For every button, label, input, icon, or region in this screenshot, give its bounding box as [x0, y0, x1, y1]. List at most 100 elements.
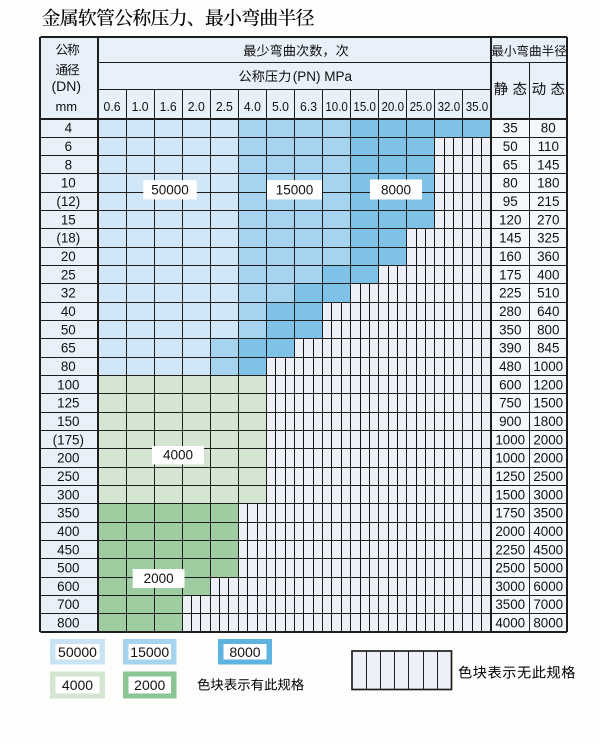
svg-text:50000: 50000: [58, 644, 97, 660]
svg-text:6: 6: [65, 139, 72, 154]
svg-text:0.6: 0.6: [104, 99, 121, 114]
svg-text:50: 50: [503, 139, 518, 154]
svg-text:80: 80: [61, 359, 76, 374]
svg-text:40: 40: [61, 304, 76, 319]
svg-text:110: 110: [538, 139, 559, 154]
svg-text:1.6: 1.6: [160, 99, 177, 114]
svg-text:(12): (12): [56, 194, 80, 209]
svg-text:35: 35: [503, 121, 518, 136]
svg-text:4.0: 4.0: [244, 99, 261, 114]
svg-text:180: 180: [537, 176, 559, 191]
svg-text:145: 145: [499, 231, 521, 246]
svg-text:8: 8: [65, 157, 72, 172]
svg-text:20.0: 20.0: [382, 99, 405, 114]
svg-text:2500: 2500: [533, 469, 563, 484]
svg-text:4000: 4000: [533, 524, 563, 539]
svg-text:300: 300: [57, 487, 79, 502]
svg-text:280: 280: [499, 304, 521, 319]
svg-text:4: 4: [65, 121, 73, 136]
svg-text:3500: 3500: [533, 506, 563, 521]
svg-text:2000: 2000: [134, 677, 165, 693]
svg-text:35.0: 35.0: [466, 99, 489, 114]
svg-text:125: 125: [57, 396, 79, 411]
svg-text:1.0: 1.0: [132, 99, 149, 114]
svg-text:845: 845: [537, 341, 559, 356]
svg-text:50000: 50000: [151, 182, 189, 197]
svg-text:640: 640: [537, 304, 559, 319]
svg-text:4000: 4000: [62, 677, 93, 693]
svg-text:800: 800: [537, 322, 559, 337]
svg-text:15000: 15000: [276, 182, 314, 197]
svg-text:4000: 4000: [495, 616, 525, 631]
svg-text:95: 95: [503, 194, 518, 209]
svg-text:480: 480: [499, 359, 521, 374]
svg-text:80: 80: [503, 176, 518, 191]
svg-text:8000: 8000: [229, 644, 260, 660]
svg-text:2.5: 2.5: [216, 99, 233, 114]
svg-text:2.0: 2.0: [188, 99, 205, 114]
svg-text:6.3: 6.3: [300, 99, 317, 114]
svg-text:145: 145: [537, 157, 559, 172]
svg-text:1800: 1800: [533, 414, 563, 429]
svg-text:510: 510: [537, 286, 559, 301]
svg-text:8000: 8000: [533, 616, 563, 631]
svg-text:175: 175: [499, 267, 521, 282]
svg-text:2000: 2000: [533, 432, 563, 447]
svg-text:2000: 2000: [533, 451, 563, 466]
svg-text:mm: mm: [55, 99, 77, 114]
svg-text:3000: 3000: [533, 487, 563, 502]
svg-text:350: 350: [57, 506, 79, 521]
svg-text:400: 400: [537, 267, 559, 282]
svg-text:32.0: 32.0: [438, 99, 461, 114]
svg-text:900: 900: [499, 414, 521, 429]
svg-text:80: 80: [541, 121, 556, 136]
svg-text:270: 270: [537, 212, 559, 227]
svg-text:215: 215: [537, 194, 559, 209]
svg-text:325: 325: [537, 231, 559, 246]
svg-text:25.0: 25.0: [410, 99, 433, 114]
svg-text:15: 15: [61, 212, 76, 227]
svg-text:750: 750: [499, 396, 521, 411]
svg-text:50: 50: [61, 322, 76, 337]
svg-text:100: 100: [57, 377, 79, 392]
svg-text:2000: 2000: [495, 524, 525, 539]
svg-text:(DN): (DN): [52, 78, 82, 94]
svg-text:150: 150: [57, 414, 79, 429]
svg-text:1750: 1750: [495, 506, 525, 521]
svg-text:3500: 3500: [495, 597, 525, 612]
svg-text:4000: 4000: [163, 447, 193, 462]
svg-text:65: 65: [61, 341, 76, 356]
svg-text:500: 500: [57, 561, 79, 576]
svg-text:25: 25: [61, 267, 76, 282]
svg-text:7000: 7000: [533, 597, 563, 612]
svg-text:1000: 1000: [533, 359, 563, 374]
svg-text:5.0: 5.0: [272, 99, 289, 114]
svg-text:10: 10: [61, 176, 76, 191]
svg-text:4500: 4500: [533, 542, 563, 557]
svg-text:1200: 1200: [533, 377, 563, 392]
svg-text:120: 120: [499, 212, 521, 227]
svg-text:5000: 5000: [533, 561, 563, 576]
svg-text:20: 20: [61, 249, 76, 264]
svg-text:2500: 2500: [495, 561, 525, 576]
svg-text:65: 65: [503, 157, 518, 172]
svg-text:8000: 8000: [381, 183, 411, 198]
svg-text:360: 360: [537, 249, 559, 264]
svg-text:1250: 1250: [495, 469, 525, 484]
svg-text:400: 400: [57, 524, 79, 539]
svg-text:1500: 1500: [533, 396, 563, 411]
svg-text:1000: 1000: [495, 432, 525, 447]
svg-text:(175): (175): [53, 432, 84, 447]
svg-text:(18): (18): [56, 231, 80, 246]
svg-text:160: 160: [499, 249, 521, 264]
svg-text:225: 225: [499, 286, 521, 301]
svg-text:200: 200: [57, 451, 79, 466]
svg-text:2250: 2250: [495, 542, 525, 557]
svg-text:700: 700: [57, 597, 79, 612]
svg-text:(PN) MPa: (PN) MPa: [293, 69, 353, 84]
svg-text:1000: 1000: [495, 451, 525, 466]
svg-text:450: 450: [57, 542, 79, 557]
svg-text:800: 800: [57, 616, 79, 631]
svg-text:3000: 3000: [495, 579, 525, 594]
svg-text:15000: 15000: [130, 644, 169, 660]
